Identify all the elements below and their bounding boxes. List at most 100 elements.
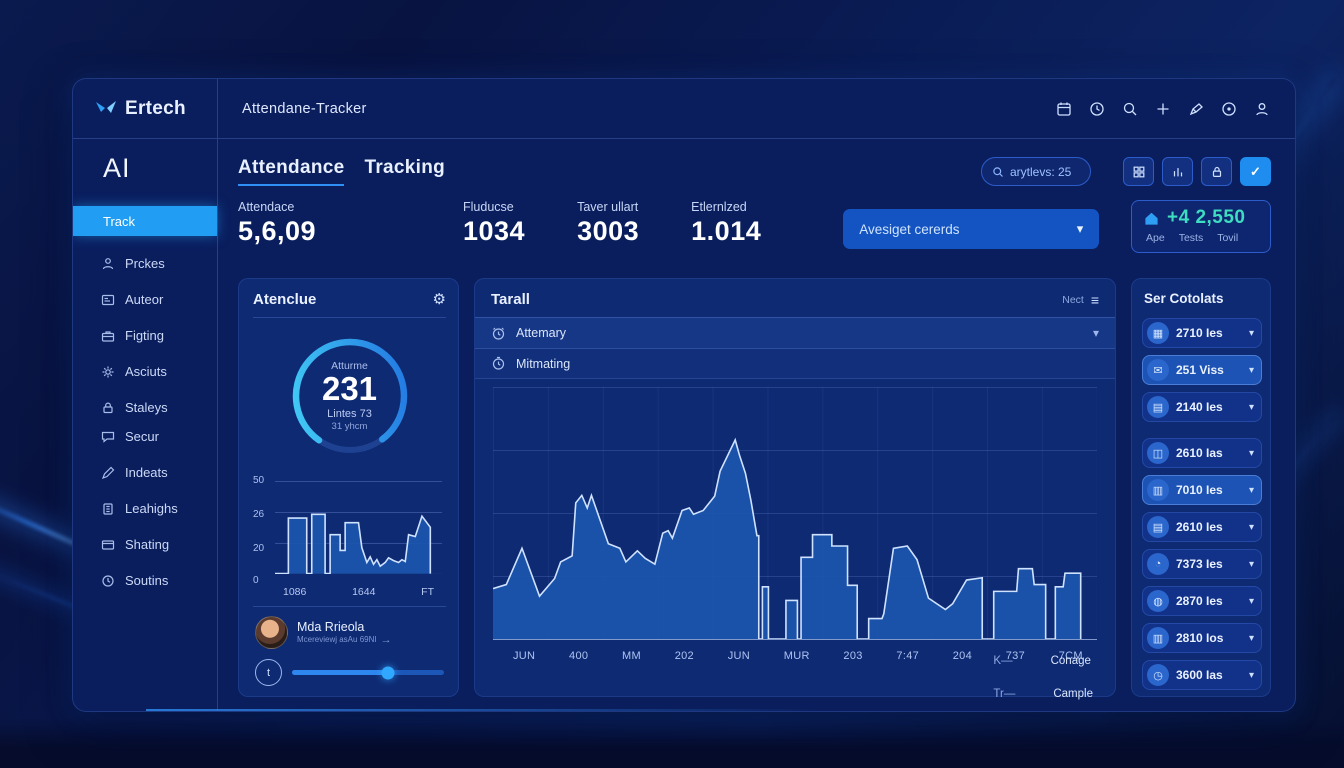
progress-slider[interactable] xyxy=(292,666,444,679)
search-input[interactable]: arytlevs: 25 xyxy=(981,157,1091,186)
pen-icon[interactable] xyxy=(1187,100,1205,118)
sidebar-item-label: Leahighs xyxy=(125,501,178,516)
main-chart-xtick: JUN xyxy=(513,650,536,662)
user-row[interactable]: Mda Rrieola Mcereviewj asAu 69NI → xyxy=(253,607,446,657)
stat-etlernlzed: Etlernlzed 1.014 xyxy=(691,200,761,247)
mini-chart-ytick: 0 xyxy=(253,575,259,587)
timer-icon[interactable] xyxy=(1220,100,1238,118)
person-icon xyxy=(101,257,115,271)
contact-row[interactable]: ▤ 2610 Ies ▾ xyxy=(1142,512,1262,542)
contact-row[interactable]: ▥ 2810 Ios ▾ xyxy=(1142,623,1262,653)
contact-row[interactable]: ◫ 2610 Ias ▾ xyxy=(1142,438,1262,468)
summary-card[interactable]: +4 2,550 Ape Tests Tovil xyxy=(1131,200,1271,253)
user-name: Mda Rrieola xyxy=(297,619,365,634)
contact-label: 2610 Ies xyxy=(1176,520,1223,534)
sidebar-item-indeats[interactable]: Indeats xyxy=(73,461,217,484)
calendar-icon[interactable] xyxy=(1055,100,1073,118)
sidebar-item-secur[interactable]: Secur xyxy=(73,425,217,448)
stat-value: 1.014 xyxy=(691,216,762,246)
contact-row[interactable]: ◷ 3600 Ias ▾ xyxy=(1142,660,1262,690)
contact-row[interactable]: ✉ 251 Viss ▾ xyxy=(1142,355,1262,385)
chevron-down-icon: ▾ xyxy=(1248,669,1254,681)
chevron-down-icon: ▾ xyxy=(1248,447,1254,459)
sidebar-item-label: Secur xyxy=(125,429,159,444)
history-icon[interactable]: t xyxy=(255,659,282,686)
chevron-down-icon: ▾ xyxy=(1076,221,1084,236)
chevron-down-icon: ▾ xyxy=(1248,484,1254,496)
summary-label: Ape xyxy=(1146,232,1165,244)
app-title: Attendane-Tracker xyxy=(242,100,367,117)
main-chart-xtick: 400 xyxy=(569,650,589,662)
task-row-label: Mitmating xyxy=(516,356,571,371)
sidebar-item-asciuts[interactable]: Asciuts xyxy=(73,360,217,383)
panel-menu[interactable]: Nect ≡ xyxy=(1062,292,1099,308)
contact-row[interactable]: ▤ 2140 Ies ▾ xyxy=(1142,392,1262,422)
sidebar-item-label: Staleys xyxy=(125,400,168,415)
list-icon: ▤ xyxy=(1147,516,1169,538)
sidebar-item-label: Figting xyxy=(125,328,165,343)
user-icon[interactable] xyxy=(1253,100,1271,118)
confirm-button[interactable]: ✓ xyxy=(1240,157,1271,186)
chart-view-button[interactable] xyxy=(1162,157,1193,186)
slider-row: t xyxy=(253,657,446,686)
contact-label: 3600 Ias xyxy=(1176,668,1223,682)
filter-dropdown-value: Avesiget cererds xyxy=(859,221,960,237)
mini-chart-ytick: 50 xyxy=(253,475,265,487)
sidebar-item-label: Asciuts xyxy=(125,364,167,379)
search-icon xyxy=(993,166,1003,177)
stat-label: Etlernlzed xyxy=(691,200,747,214)
contact-row[interactable]: ▦ 2710 Ies ▾ xyxy=(1142,318,1262,348)
plus-icon[interactable] xyxy=(1154,100,1172,118)
stat-fluducse: Fluducse 1034 xyxy=(463,200,525,247)
main-chart-xtick: 202 xyxy=(674,650,694,662)
gear-icon[interactable]: ⚙ xyxy=(432,291,446,308)
summary-value: +4 2,550 xyxy=(1167,207,1246,228)
task-row-attemary[interactable]: Attemary ▾ xyxy=(475,317,1115,348)
lock-icon xyxy=(1212,166,1221,177)
area-outline xyxy=(493,440,1081,639)
slider-thumb[interactable] xyxy=(381,666,395,679)
sidebar-item-label: Soutins xyxy=(125,573,169,588)
main-chart-xticks: JUN 400 MM 202 JUN MUR 203 7:47 204 737 … xyxy=(493,650,1097,662)
sidebar-item-track[interactable]: Track xyxy=(73,206,217,236)
stat-attendace: Attendace 5,6,09 xyxy=(238,200,433,247)
contact-row[interactable]: ◔ 7373 Ies ▾ xyxy=(1142,549,1262,579)
sidebar-item-auteor[interactable]: Auteor xyxy=(73,288,217,311)
contact-row[interactable]: ◍ 2870 Ies ▾ xyxy=(1142,586,1262,616)
summary-label: Tovil xyxy=(1217,232,1239,244)
sidebar-item-label: Indeats xyxy=(125,465,168,480)
task-row-mitmating[interactable]: Mitmating xyxy=(475,348,1115,379)
grid-view-button[interactable] xyxy=(1123,157,1154,186)
sidebar-item-soutins[interactable]: Soutins xyxy=(73,569,217,592)
contact-row[interactable]: ▥ 7010 Ies ▾ xyxy=(1142,475,1262,505)
sidebar-item-label: Auteor xyxy=(125,292,164,307)
page-title: Attendance Tracking xyxy=(238,157,445,186)
chart-legend: K— Conage Tr— Cample xyxy=(993,655,1093,700)
search-icon[interactable] xyxy=(1121,100,1139,118)
clock-icon: ◷ xyxy=(1147,664,1169,686)
clock-icon[interactable] xyxy=(1088,100,1106,118)
mini-chart-xtick: 1644 xyxy=(352,586,376,598)
calendar-icon: ▦ xyxy=(1147,322,1169,344)
lock-icon xyxy=(101,401,115,415)
lock-button[interactable] xyxy=(1201,157,1232,186)
sidebar-item-staleys[interactable]: Staleys xyxy=(73,396,217,419)
contact-label: 2610 Ias xyxy=(1176,446,1223,460)
sidebar-item-figting[interactable]: Figting xyxy=(73,324,217,347)
filter-dropdown[interactable]: Avesiget cererds ▾ xyxy=(843,209,1100,249)
sidebar-item-prckes[interactable]: Prckes xyxy=(73,252,217,275)
slider-fill xyxy=(292,670,388,675)
area-fill xyxy=(493,439,1081,639)
page-header: Attendance Tracking arytlevs: 25 ✓ xyxy=(238,157,1271,186)
page-title-secondary: Tracking xyxy=(364,157,446,178)
area-outline xyxy=(275,515,430,574)
sidebar-item-shating[interactable]: Shating xyxy=(73,533,217,556)
task-row-label: Attemary xyxy=(516,326,567,340)
header-icons xyxy=(1055,79,1295,138)
sidebar-item-label: Shating xyxy=(125,537,170,552)
sidebar-item-leahighs[interactable]: Leahighs xyxy=(73,497,217,520)
main-chart-xtick: 203 xyxy=(843,650,863,662)
brand[interactable]: Ertech xyxy=(73,79,218,138)
gear-icon xyxy=(101,365,115,379)
main-chart-plot xyxy=(493,387,1097,640)
